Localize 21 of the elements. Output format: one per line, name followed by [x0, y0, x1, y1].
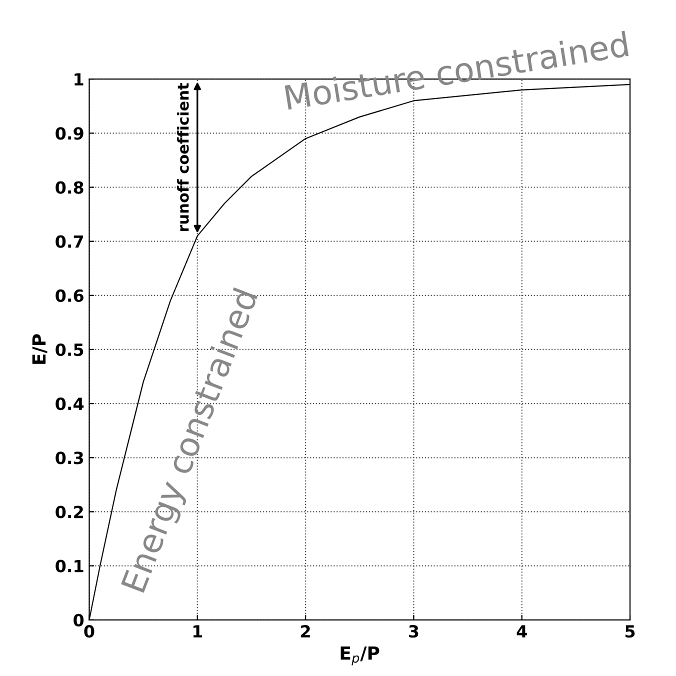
y-axis-title: E/P: [32, 334, 48, 364]
y-tick-label: 0.4: [56, 398, 84, 410]
x-tick-label: 1: [193, 625, 202, 638]
annotation: Moisture constrained: [284, 30, 629, 110]
y-tick-label: 0.7: [56, 235, 84, 248]
x-tick-label: 5: [626, 625, 635, 638]
y-tick-label: 0.5: [56, 343, 84, 356]
y-tick-label: 0.8: [56, 181, 84, 194]
x-tick-label: 3: [409, 625, 418, 638]
y-tick-label: 0.9: [56, 127, 84, 140]
y-tick-label: 0.1: [56, 560, 84, 572]
annotation: runoff coefficient: [177, 83, 189, 232]
x-axis-title: E$_{p}$/P: [340, 646, 380, 666]
x-tick-label: 4: [516, 625, 527, 638]
y-tick-label: 0.3: [56, 452, 84, 464]
x-tick-label: 2: [301, 625, 310, 638]
y-tick-label: 1: [74, 73, 84, 86]
y-tick-label: 0.2: [56, 506, 83, 518]
y-tick-label: 0.6: [56, 289, 84, 302]
y-tick-label: 0: [74, 614, 84, 626]
x-tick-label: 0: [84, 625, 94, 638]
